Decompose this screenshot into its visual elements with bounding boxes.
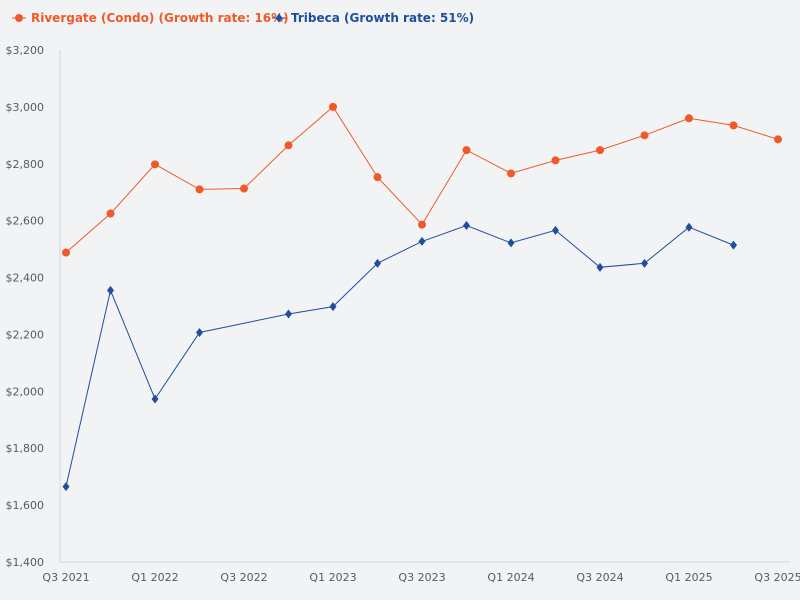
y-tick-label: $1,400 [6, 556, 45, 569]
legend-item-0: Rivergate (Condo) (Growth rate: 16%) [12, 11, 289, 25]
data-point [462, 146, 471, 155]
data-point [596, 146, 604, 155]
data-point [107, 285, 114, 295]
x-tick-label: Q3 2021 [42, 571, 89, 584]
data-point [285, 309, 292, 319]
data-point [373, 173, 382, 182]
data-point [640, 131, 649, 140]
data-point [685, 114, 693, 123]
data-point [329, 102, 337, 111]
y-tick-label: $2,400 [6, 272, 45, 285]
series-0 [62, 102, 782, 257]
data-point [729, 121, 738, 130]
plot-area [62, 102, 782, 492]
x-tick-label: Q3 2022 [220, 571, 267, 584]
data-point [418, 236, 426, 246]
legend-label: Tribeca (Growth rate: 51%) [291, 11, 474, 25]
series-line [65, 106, 779, 253]
x-tick-label: Q3 2023 [398, 571, 445, 584]
y-tick-label: $3,000 [6, 101, 45, 114]
data-point [151, 394, 159, 404]
data-point [463, 221, 470, 231]
y-tick-label: $2,600 [6, 215, 45, 228]
data-point [196, 327, 203, 337]
x-tick-label: Q1 2023 [309, 571, 356, 584]
data-point [641, 258, 648, 268]
y-tick-label: $2,800 [6, 158, 45, 171]
axes: $1,400 $1,600 $1,800 $2,000 $2,200 $2,400 $2,6… [6, 44, 800, 584]
data-point [195, 185, 204, 194]
y-tick-label: $1,800 [6, 442, 45, 455]
data-point [551, 156, 560, 165]
data-point [596, 262, 604, 272]
y-tick-label: $3,200 [6, 44, 45, 57]
data-point [329, 302, 337, 312]
data-point [774, 135, 782, 144]
series-line [65, 224, 734, 487]
data-point [240, 184, 248, 193]
data-point [685, 222, 693, 232]
legend: Rivergate (Condo) (Growth rate: 16%) Trib… [12, 11, 474, 25]
legend-marker-icon [15, 14, 23, 22]
data-point [106, 209, 115, 218]
data-point [552, 225, 559, 235]
data-point [62, 482, 70, 492]
x-tick-label: Q3 2025 [754, 571, 800, 584]
data-point [374, 258, 381, 268]
data-point [284, 141, 293, 150]
legend-marker-icon [275, 13, 283, 23]
x-tick-label: Q1 2024 [487, 571, 534, 584]
legend-label: Rivergate (Condo) (Growth rate: 16%) [31, 11, 289, 25]
data-point [507, 238, 515, 248]
data-point [62, 248, 70, 257]
data-point [507, 169, 515, 178]
x-tick-label: Q3 2024 [576, 571, 623, 584]
data-point [151, 160, 159, 169]
data-point [418, 220, 426, 229]
y-tick-label: $1,600 [6, 499, 45, 512]
y-tick-label: $2,200 [6, 328, 45, 341]
data-point [730, 240, 737, 250]
y-tick-label: $2,000 [6, 385, 45, 398]
x-tick-label: Q1 2022 [131, 571, 178, 584]
x-tick-label: Q1 2025 [665, 571, 712, 584]
series-1 [62, 221, 737, 492]
legend-item-1: Tribeca (Growth rate: 51%) [272, 11, 474, 25]
